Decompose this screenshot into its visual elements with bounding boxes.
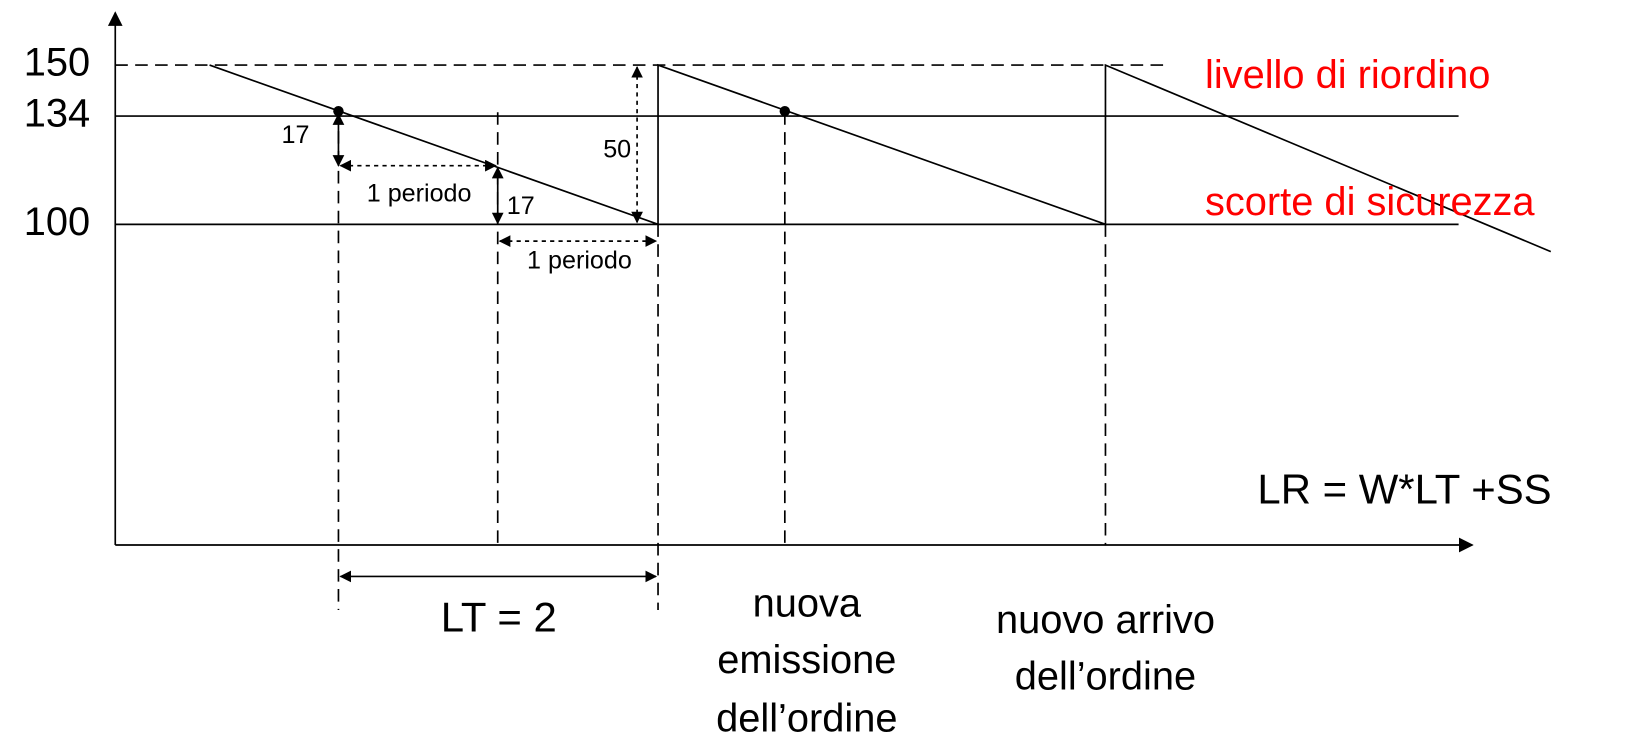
annotation: 1 periodo: [527, 247, 632, 275]
caption: dell’ordine: [716, 697, 897, 740]
reorder-point: [779, 105, 791, 117]
annotation: 50: [603, 136, 631, 164]
caption: dell’ordine: [1015, 655, 1196, 699]
levels: 150 134 100: [24, 41, 1459, 244]
level-name: livello di riordino: [1205, 53, 1490, 97]
annotation: 17: [282, 121, 310, 149]
formula: LR = W*LT +SS: [1257, 466, 1551, 513]
caption: nuova: [753, 581, 862, 625]
annotation: 17: [507, 192, 535, 220]
caption: nuovo arrivo: [996, 598, 1215, 642]
caption: emissione: [717, 638, 896, 682]
level-label: 100: [24, 200, 90, 244]
annotation: LT = 2: [441, 594, 557, 641]
level-name: scorte di sicurezza: [1205, 180, 1535, 224]
level-label: 134: [24, 92, 90, 136]
annotation: 1 periodo: [367, 180, 472, 208]
level-label: 150: [24, 41, 90, 85]
inventory-line: [209, 63, 1552, 253]
